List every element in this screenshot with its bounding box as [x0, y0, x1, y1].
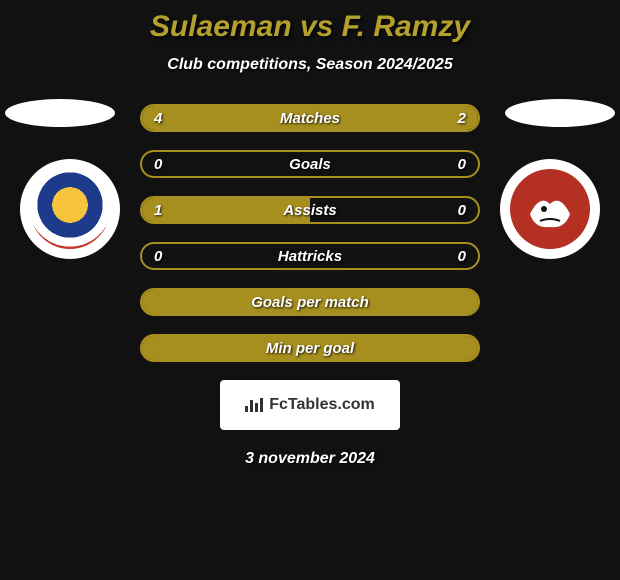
- stat-row-matches: 42Matches: [140, 104, 480, 132]
- comparison-area: 42Matches 00Goals 10Assists 00Hattricks Goal…: [0, 104, 620, 468]
- stat-row-assists: 10Assists: [140, 196, 480, 224]
- stat-label: Matches: [142, 106, 478, 130]
- stat-row-min-per-goal: Min per goal: [140, 334, 480, 362]
- subtitle: Club competitions, Season 2024/2025: [0, 56, 620, 74]
- arema-crest-icon: [30, 169, 110, 249]
- stats-bars: 42Matches 00Goals 10Assists 00Hattricks Goal…: [140, 104, 480, 362]
- date-label: 3 november 2024: [0, 450, 620, 468]
- stat-label: Goals: [142, 152, 478, 176]
- madura-crest-icon: [510, 169, 590, 249]
- logo-text: FcTables.com: [269, 396, 375, 414]
- chart-icon: [245, 398, 263, 412]
- stat-label: Assists: [142, 198, 478, 222]
- stat-row-goals: 00Goals: [140, 150, 480, 178]
- team-crest-right: [500, 159, 600, 259]
- team-crest-left: [20, 159, 120, 259]
- player-silhouette-left: [5, 99, 115, 127]
- stat-row-hattricks: 00Hattricks: [140, 242, 480, 270]
- stat-label: Min per goal: [142, 336, 478, 360]
- player-silhouette-right: [505, 99, 615, 127]
- fctables-logo[interactable]: FcTables.com: [220, 380, 400, 430]
- stat-row-goals-per-match: Goals per match: [140, 288, 480, 316]
- stat-label: Hattricks: [142, 244, 478, 268]
- page-title: Sulaeman vs F. Ramzy: [0, 0, 620, 44]
- stat-label: Goals per match: [142, 290, 478, 314]
